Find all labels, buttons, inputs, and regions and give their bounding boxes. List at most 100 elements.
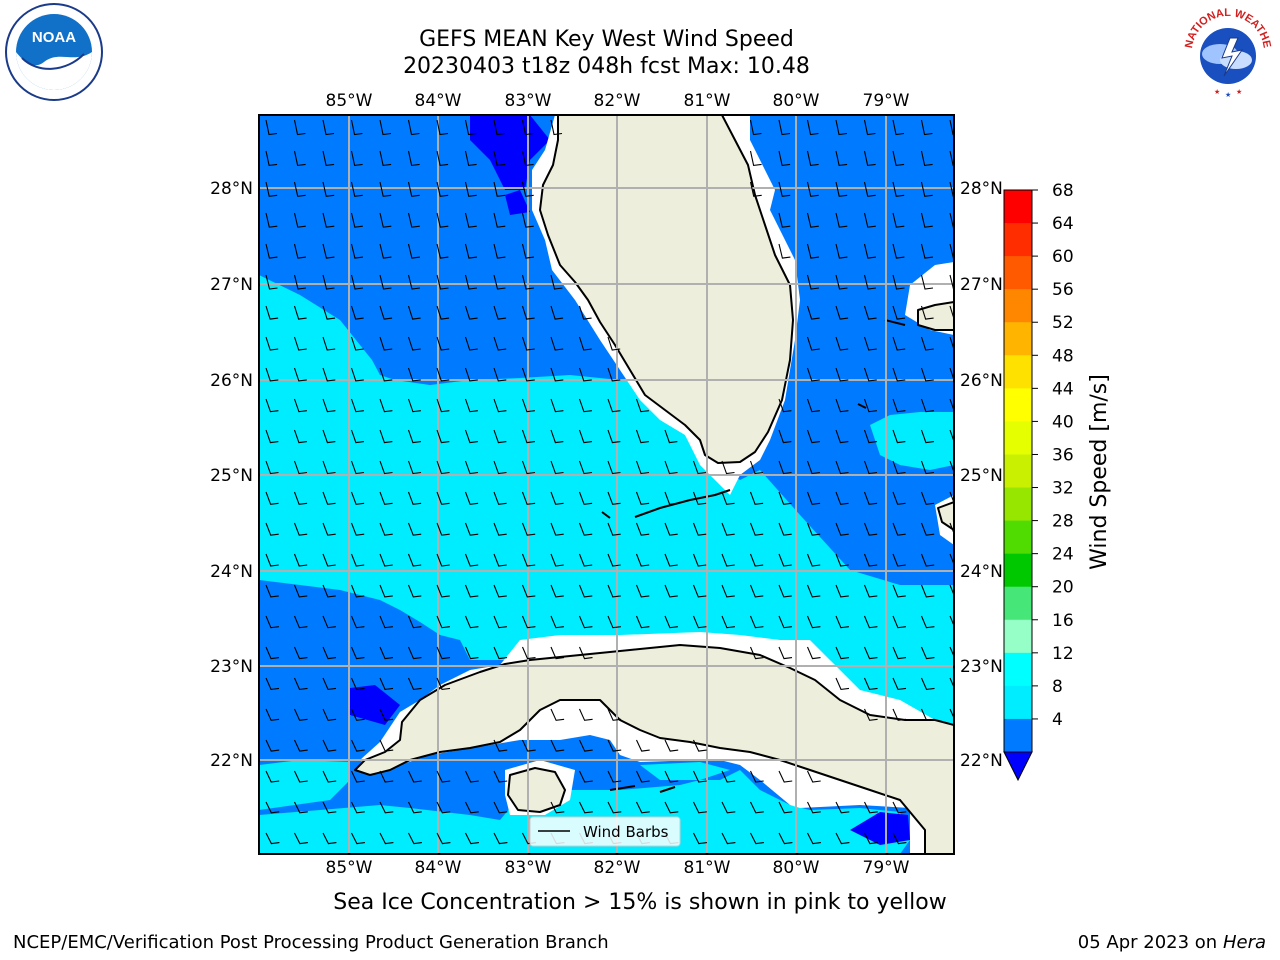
wind-barb xyxy=(692,522,707,536)
wind-barb xyxy=(493,832,508,845)
wind-barb xyxy=(721,522,735,536)
wind-barb xyxy=(408,770,422,783)
wind-barb xyxy=(863,491,878,505)
wind-barb xyxy=(949,491,954,505)
wind-barb xyxy=(835,181,848,197)
lat-label: 24°N xyxy=(210,562,253,582)
wind-barb xyxy=(550,584,564,598)
colorbar-tick-label: 28 xyxy=(1052,512,1074,532)
wind-barb xyxy=(835,832,850,845)
wind-barb xyxy=(550,119,563,136)
wind-barb xyxy=(322,212,335,228)
wind-barb xyxy=(436,491,450,505)
wind-barb xyxy=(350,584,365,598)
colorbar-tick-label: 12 xyxy=(1052,644,1074,664)
lon-label: 82°W xyxy=(594,91,641,111)
wind-barb xyxy=(579,770,593,783)
wind-barb xyxy=(607,491,621,505)
wind-barb xyxy=(635,615,650,629)
wind-barb xyxy=(863,119,876,136)
wind-barb xyxy=(265,429,279,444)
colorbar-tick-label: 68 xyxy=(1052,181,1074,201)
wind-barb xyxy=(635,491,650,505)
wind-barb xyxy=(721,553,735,567)
wind-barb xyxy=(493,739,508,752)
wind-barb xyxy=(750,832,764,845)
wind-barb xyxy=(835,801,850,814)
wind-barb xyxy=(493,770,508,783)
wind-barb xyxy=(436,677,451,690)
wind-barb xyxy=(436,398,450,413)
wind-barb xyxy=(892,491,906,505)
wind-barb xyxy=(407,677,422,690)
wind-barb xyxy=(892,801,907,814)
wind-barb xyxy=(436,770,451,783)
wind-barb xyxy=(636,739,650,752)
wind-barb xyxy=(408,832,422,845)
wind-barb xyxy=(721,770,736,783)
footer-date: 05 Apr 2023 on Hera xyxy=(1078,932,1266,953)
wind-barb xyxy=(863,584,878,598)
lon-labels-bottom: 85°W 84°W 83°W 82°W 81°W 80°W 79°W xyxy=(326,858,910,878)
lat-label: 24°N xyxy=(960,562,1003,582)
wind-barb xyxy=(464,305,478,320)
wind-barb xyxy=(379,305,393,320)
lat-label: 28°N xyxy=(960,179,1003,199)
colorbar-segment xyxy=(1004,223,1032,257)
lon-labels-top: 85°W 84°W 83°W 82°W 81°W 80°W 79°W xyxy=(326,91,910,111)
wind-barb xyxy=(835,336,849,351)
wind-barb xyxy=(721,491,735,505)
svg-text:★: ★ xyxy=(1225,91,1231,99)
wind-barb xyxy=(949,615,954,627)
wind-barb xyxy=(578,615,593,629)
wind-barb xyxy=(322,491,336,505)
wind-barb xyxy=(920,615,935,629)
wind-barb xyxy=(521,150,534,167)
wind-barb xyxy=(778,584,792,598)
wind-barb xyxy=(294,801,308,814)
wind-barb xyxy=(265,460,279,475)
wind-barb xyxy=(664,553,678,567)
colorbar-segment xyxy=(1004,256,1032,290)
wind-barb xyxy=(293,119,306,136)
wind-barb xyxy=(778,398,792,413)
wind-barb xyxy=(464,181,477,197)
wind-barb xyxy=(807,832,821,845)
wind-barb xyxy=(920,584,935,598)
wind-barb xyxy=(920,708,935,721)
wind-barb xyxy=(749,646,764,660)
wind-barb xyxy=(578,429,592,444)
wind-barb xyxy=(379,522,393,536)
wind-barb xyxy=(550,367,564,382)
wind-barb xyxy=(265,367,279,382)
wind-barb xyxy=(892,460,906,475)
wind-barb xyxy=(493,522,507,536)
wind-barb xyxy=(379,243,392,259)
wind-barb xyxy=(550,429,564,444)
colorbar-segment xyxy=(1004,487,1032,522)
colorbar-tick-label: 16 xyxy=(1052,611,1074,631)
wind-barb xyxy=(293,522,308,536)
wind-barb xyxy=(464,274,478,290)
wind-barb xyxy=(550,491,564,505)
svg-text:★: ★ xyxy=(1236,88,1242,96)
wind-barb xyxy=(693,801,707,814)
wind-barb xyxy=(379,150,392,167)
wind-barb xyxy=(892,243,905,259)
wind-barb xyxy=(436,615,450,629)
wind-barb xyxy=(949,584,954,597)
wind-barb xyxy=(749,584,764,598)
wind-barb xyxy=(835,491,849,505)
wind-barb xyxy=(465,801,479,814)
wind-barb xyxy=(436,336,450,351)
wind-barb xyxy=(350,212,363,228)
wind-barb xyxy=(607,584,621,598)
wind-barb xyxy=(493,553,507,567)
wind-barb xyxy=(892,615,906,629)
lat-labels-right: 28°N 27°N 26°N 25°N 24°N 23°N 22°N xyxy=(960,179,1003,771)
colorbar-tick-label: 24 xyxy=(1052,545,1074,565)
wind-barb xyxy=(550,708,565,721)
wind-barb xyxy=(350,553,365,567)
land-cuba xyxy=(354,644,954,854)
